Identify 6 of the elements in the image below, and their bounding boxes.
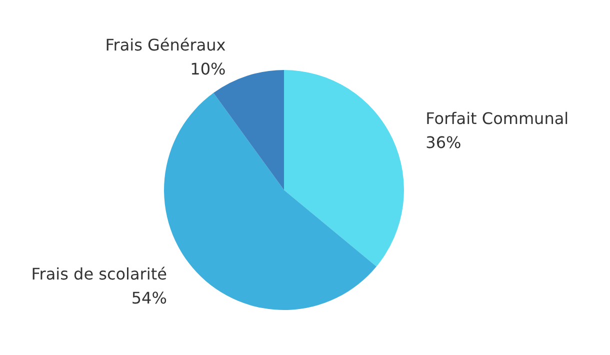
data-label: 54% <box>131 288 167 308</box>
slice-label: Forfait Communal <box>426 108 569 128</box>
slice-label: Frais de scolarité <box>31 264 167 284</box>
data-label: 10% <box>190 59 226 78</box>
slice-label: Frais Généraux <box>105 35 226 54</box>
data-label: 36% <box>426 132 462 152</box>
